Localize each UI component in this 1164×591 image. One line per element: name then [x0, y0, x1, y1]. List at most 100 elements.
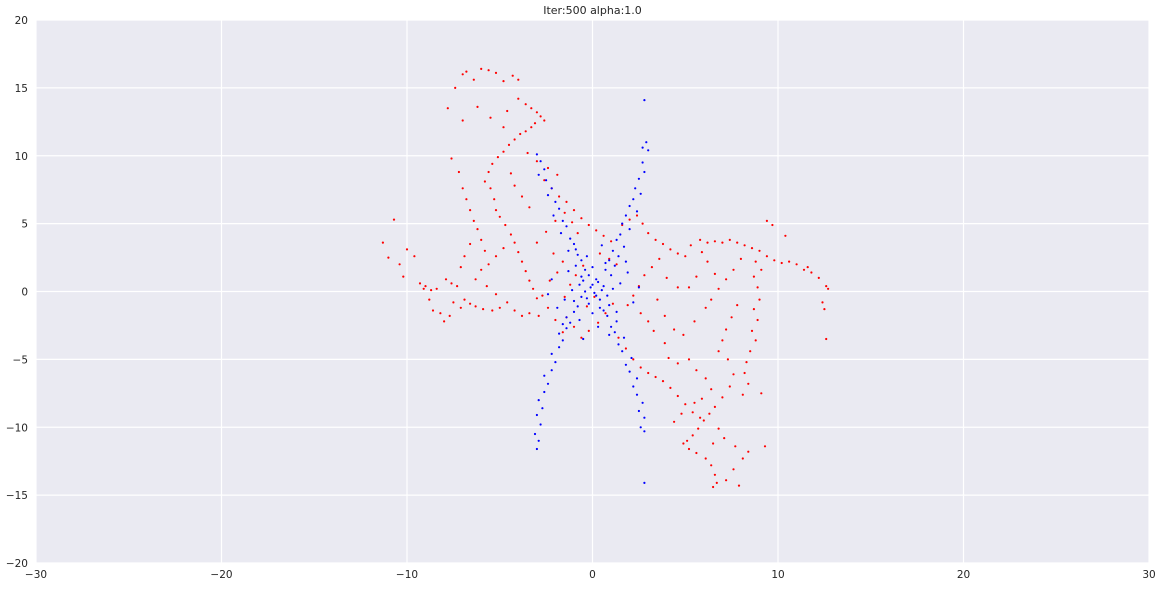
scatter-point — [795, 263, 798, 266]
scatter-point — [632, 294, 635, 297]
scatter-point — [452, 301, 455, 304]
scatter-point — [608, 304, 611, 307]
scatter-point — [725, 278, 728, 281]
scatter-point — [487, 170, 490, 174]
scatter-point — [580, 275, 583, 278]
x-tick-label: 0 — [589, 569, 596, 581]
scatter-point — [598, 298, 602, 301]
scatter-point — [721, 396, 724, 399]
scatter-point — [561, 260, 564, 263]
scatter-point — [723, 437, 726, 440]
scatter-point — [756, 318, 759, 322]
scatter-point — [682, 442, 685, 445]
scatter-point — [641, 222, 644, 225]
scatter-point — [725, 328, 728, 331]
scatter-point — [550, 369, 553, 372]
scatter-point — [604, 261, 607, 265]
scatter-point — [647, 232, 650, 235]
scatter-point — [576, 232, 579, 235]
scatter-point — [643, 416, 646, 419]
scatter-point — [550, 352, 553, 355]
scatter-point — [541, 294, 544, 297]
scatter-point — [773, 259, 776, 262]
scatter-point — [507, 143, 511, 146]
scatter-point — [615, 263, 618, 266]
x-tick-label: 30 — [1142, 569, 1155, 581]
scatter-point — [498, 215, 501, 218]
scatter-point — [622, 336, 626, 339]
scatter-point — [582, 279, 585, 282]
scatter-point — [669, 386, 672, 389]
scatter-point — [565, 225, 568, 228]
scatter-point — [619, 282, 622, 285]
scatter-point — [567, 270, 570, 273]
scatter-point — [535, 413, 539, 417]
scatter-point — [739, 257, 743, 260]
scatter-point — [535, 153, 539, 156]
scatter-point — [639, 426, 642, 429]
scatter-point — [558, 346, 561, 349]
scatter-point — [526, 151, 529, 155]
scatter-point — [469, 209, 472, 212]
scatter-point — [624, 260, 628, 263]
scatter-point — [494, 293, 498, 296]
scatter-point — [600, 289, 603, 292]
scatter-point — [608, 259, 611, 262]
scatter-point — [578, 283, 581, 286]
scatter-point — [635, 393, 639, 396]
scatter-point — [593, 291, 596, 294]
scatter-point — [582, 337, 585, 341]
scatter-point — [624, 214, 628, 217]
x-tick-label: 20 — [957, 569, 970, 581]
scatter-point — [650, 266, 654, 269]
scatter-point — [780, 261, 783, 265]
y-tick-label: 10 — [15, 151, 28, 163]
scatter-point — [517, 251, 520, 254]
scatter-point — [632, 385, 635, 388]
scatter-point — [737, 484, 741, 487]
scatter-point — [517, 78, 520, 81]
scatter-point — [732, 373, 735, 376]
scatter-point — [715, 481, 718, 484]
scatter-point — [613, 331, 616, 334]
scatter-point — [543, 390, 546, 394]
scatter-point — [758, 249, 761, 252]
scatter-point — [752, 308, 756, 311]
scatter-point — [806, 266, 809, 269]
scatter-point — [717, 287, 720, 290]
scatter-point — [474, 305, 477, 308]
scatter-point — [537, 439, 540, 442]
scatter-point — [747, 450, 750, 453]
scatter-point — [443, 320, 446, 323]
scatter-point — [474, 278, 477, 281]
grid-lines — [35, 19, 1150, 564]
scatter-point — [673, 328, 676, 331]
scatter-point — [558, 332, 561, 335]
scatter-point — [600, 244, 603, 247]
scatter-point — [615, 320, 618, 323]
scatter-point — [550, 187, 553, 190]
scatter-point — [639, 366, 642, 369]
scatter-point — [643, 170, 646, 174]
scatter-point — [587, 302, 590, 305]
scatter-point — [572, 209, 576, 212]
scatter-point — [823, 308, 826, 311]
scatter-point — [546, 293, 550, 296]
scatter-point — [461, 119, 464, 122]
scatter-point — [524, 130, 527, 133]
scatter-point — [676, 394, 679, 398]
scatter-point — [559, 232, 563, 235]
scatter-point — [691, 411, 694, 414]
scatter-point — [593, 295, 596, 298]
scatter-point — [699, 238, 702, 241]
scatter-point — [604, 268, 607, 271]
scatter-point — [682, 333, 685, 336]
scatter-point — [595, 229, 598, 232]
scatter-point — [626, 304, 629, 307]
scatter-point — [721, 241, 724, 244]
scatter-point — [585, 305, 589, 308]
scatter-point — [626, 271, 629, 274]
scatter-point — [533, 122, 537, 125]
scatter-point — [641, 401, 644, 404]
